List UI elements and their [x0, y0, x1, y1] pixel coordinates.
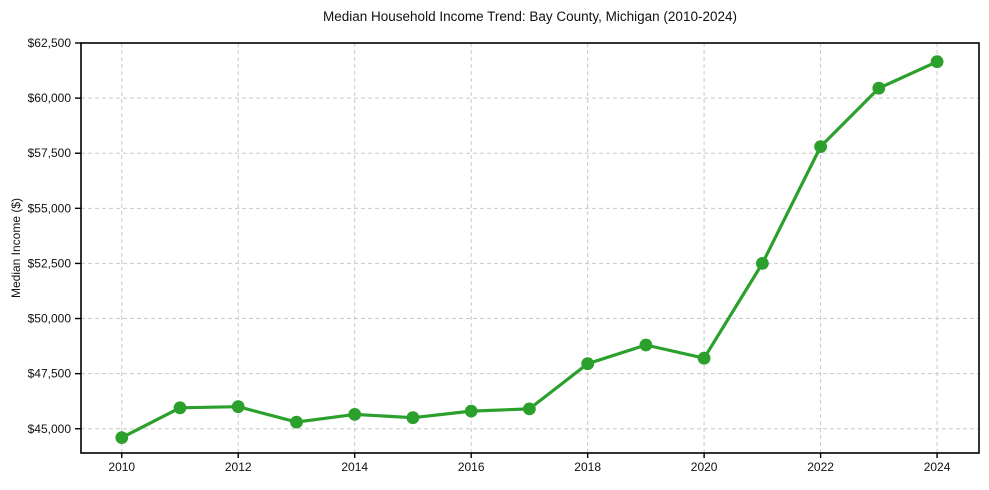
data-point-2024: [930, 55, 944, 69]
data-point-2017: [523, 402, 536, 416]
data-point-2021: [756, 257, 769, 270]
x-tick-label: 2024: [924, 460, 951, 474]
data-point-2014: [348, 408, 362, 421]
x-tick-label: 2014: [341, 460, 368, 474]
y-tick-label: $47,500: [28, 367, 72, 381]
data-point-2023: [872, 81, 886, 95]
y-tick-label: $50,000: [28, 312, 72, 326]
data-point-2011: [173, 401, 187, 415]
plot-border: [80, 42, 980, 454]
y-tick-label: $57,500: [28, 146, 72, 160]
data-point-2020: [697, 351, 711, 365]
data-point-2015: [406, 411, 420, 425]
data-point-2012: [231, 400, 245, 414]
data-point-2013: [290, 415, 303, 429]
x-tick-label: 2020: [691, 460, 718, 474]
x-tick-label: 2018: [574, 460, 601, 474]
data-point-2016: [464, 404, 478, 418]
x-tick-label: 2022: [807, 460, 834, 474]
y-tick-label: $55,000: [28, 201, 72, 215]
data-point-2022: [814, 140, 827, 154]
trend-line: [120, 60, 939, 440]
x-tick-label: 2012: [225, 460, 252, 474]
y-tick-label: $45,000: [28, 422, 72, 436]
data-point-2019: [639, 338, 653, 352]
x-tick-label: 2016: [458, 460, 485, 474]
y-tick-label: $52,500: [28, 256, 72, 270]
y-tick-label: $60,000: [28, 91, 72, 105]
x-tick-label: 2010: [108, 460, 135, 474]
y-tick-label: $62,500: [28, 36, 72, 50]
data-point-2018: [581, 357, 595, 371]
data-point-2010: [115, 431, 129, 444]
chart-title: Median Household Income Trend: Bay Count…: [323, 9, 737, 24]
